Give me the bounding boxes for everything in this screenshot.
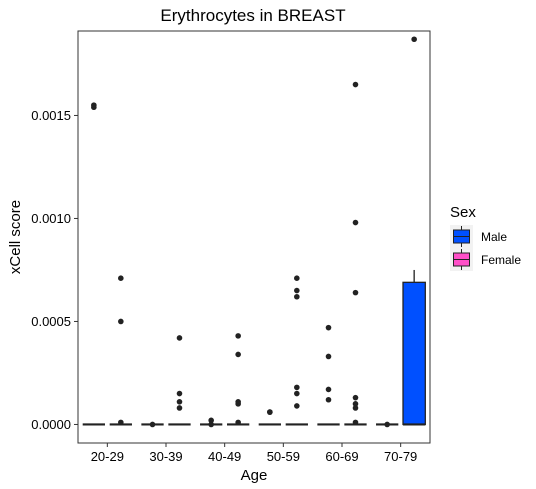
outlier-point [118,419,124,426]
x-axis-title: Age [241,467,268,484]
x-tick-label: 30-39 [149,449,182,464]
outlier-point [294,287,300,294]
legend: Sex Male Female [450,204,521,271]
chart-title: Erythrocytes in BREAST [160,6,345,25]
outlier-point [176,399,183,405]
outlier-point [411,36,417,43]
outlier-point [294,390,300,397]
outlier-point [267,409,273,415]
plot-marks [82,36,426,428]
legend-label-female: Female [481,253,521,267]
x-tick-label: 70-79 [384,449,417,464]
outlier-point [294,293,300,300]
legend-title: Sex [450,204,476,221]
x-tick-label: 20-29 [91,449,124,464]
outlier-point [325,353,332,360]
outlier-point [294,384,300,391]
plot-panel [77,30,431,444]
x-tick-label: 50-59 [267,449,300,464]
y-axis: 0.0000 0.0005 0.0010 0.0015 [31,108,78,432]
x-tick-label: 40-49 [208,449,241,464]
outlier-point [325,396,332,403]
x-tick-label: 60-69 [325,449,358,464]
outlier-point [294,275,300,282]
legend-label-male: Male [481,230,507,244]
box [402,281,426,426]
outlier-point [352,405,359,411]
outlier-point [325,386,332,393]
outlier-point [352,219,359,226]
outlier-point [235,351,241,358]
outlier-point [176,405,183,411]
outlier-point [91,104,97,111]
outlier-point [176,390,183,397]
y-tick-label: 0.0015 [31,108,71,123]
outlier-point [118,275,124,282]
y-tick-label: 0.0010 [31,211,71,226]
outlier-point [325,324,332,331]
outlier-point [176,335,183,341]
y-tick-label: 0.0005 [31,314,71,329]
outlier-point [352,401,359,407]
outlier-point [235,401,241,407]
outlier-point [208,421,214,428]
outlier-point [384,421,390,428]
outlier-point [118,318,124,325]
x-axis: 20-29 30-39 40-49 50-59 60-69 70-79 [91,443,417,464]
y-tick-label: 0.0000 [31,417,71,432]
outlier-point [235,419,241,426]
y-axis-title: xCell score [7,200,24,274]
outlier-point [149,421,156,428]
outlier-point [294,403,300,409]
outlier-point [235,333,241,339]
outlier-point [352,394,359,401]
outlier-point [352,289,359,296]
outlier-point [352,81,359,88]
outlier-point [208,417,214,424]
outlier-point [352,419,359,426]
